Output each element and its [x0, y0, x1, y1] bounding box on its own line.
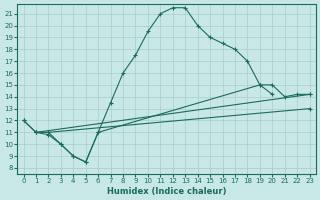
X-axis label: Humidex (Indice chaleur): Humidex (Indice chaleur) — [107, 187, 226, 196]
